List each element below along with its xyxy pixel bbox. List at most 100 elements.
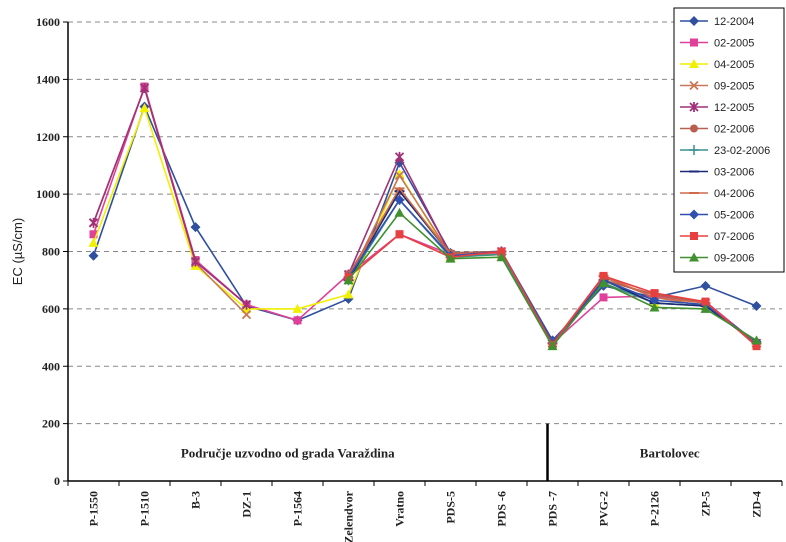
legend-marker [690,38,698,47]
legend-label: 02-2006 [714,124,754,136]
legend-marker [689,252,699,262]
category-label: ZP-5 [699,491,713,516]
data-point [343,289,354,299]
legend-item: 04-2005 [680,59,754,71]
category-label: PDS-5 [444,491,458,524]
region-labels: Područje uzvodno od grada Varaždina Barto… [181,445,700,460]
legend-item: 12-2005 [680,102,754,114]
data-point [394,207,405,217]
series-09-2006 [343,207,762,351]
data-point [599,271,608,280]
legend-item: 12-2004 [680,16,754,28]
legend-item: 23-02-2006 [680,145,770,157]
legend-label: 09-2006 [714,253,754,265]
y-tick-label: 0 [54,474,60,488]
data-point [598,278,609,288]
data-point [394,194,405,205]
legend-item: 03-2006 [680,167,754,179]
data-point [752,342,761,351]
legend-label: 02-2005 [714,38,754,50]
legend-marker [690,232,698,240]
data-point [88,237,99,247]
legend-marker [689,16,699,26]
legend-item: 04-2006 [680,188,754,200]
category-label: DZ-1 [240,491,254,518]
data-point [751,335,762,345]
legend-label: 09-2005 [714,81,754,93]
data-point [89,230,98,239]
data-point [241,299,252,310]
legend-marker [690,124,698,133]
legend-item: 07-2006 [680,231,754,243]
region-label-upstream: Područje uzvodno od grada Varaždina [181,445,395,460]
category-label: P-2126 [648,491,662,526]
legend-item: 09-2005 [680,81,754,93]
data-point [241,309,252,320]
y-tick-label: 200 [42,417,60,431]
category-label: ZD-4 [750,491,764,518]
legend-label: 12-2004 [714,16,754,28]
category-label: PDS -7 [546,491,560,527]
y-tick-label: 1000 [36,187,60,201]
data-point [293,316,302,325]
series-group [88,82,762,351]
y-axis-label: EC (µS/cm) [10,218,25,285]
y-tick-label: 1600 [36,15,60,29]
data-point [292,303,303,313]
y-tick-label: 600 [42,302,60,316]
data-point [496,252,507,262]
data-point [649,302,660,312]
legend-box [673,7,785,273]
y-tick-label: 400 [42,359,60,373]
category-label: P-1510 [138,491,152,526]
data-point [650,289,659,298]
category-label: PDS -6 [495,491,509,527]
y-axis-ticks: 0 200 400 600 800 1000 1200 1400 1600 [36,15,68,488]
data-point [700,280,711,291]
y-tick-label: 800 [42,245,60,259]
legend-label: 04-2006 [714,188,754,200]
data-point [343,275,354,285]
data-point [751,301,762,312]
legend-item: 02-2006 [680,124,754,136]
legend: 12-2004 02-2005 04-2005 09-2005 12-2005 02-20… [673,7,785,273]
legend-item: 05-2006 [680,209,754,222]
data-point [445,253,456,263]
category-labels: P-1550 P-1510 B-3 DZ-1 P-1564 Zelendvor Vratno… [87,490,764,542]
series-04-2005 [88,103,762,348]
data-point [88,250,99,261]
data-point [649,295,660,306]
gridlines [68,21,782,425]
category-label: Zelendvor [342,490,356,542]
data-point [139,82,150,93]
legend-marker [689,209,699,220]
data-point [394,151,405,162]
category-label: Vratno [393,491,407,527]
legend-label: 23-02-2006 [714,145,770,157]
data-point [190,256,201,267]
data-point [701,297,710,306]
data-point [599,293,608,302]
legend-marker [689,80,699,91]
axes [67,22,783,486]
data-point [547,341,558,351]
category-label: P-1564 [291,491,305,526]
data-point [700,303,711,313]
y-tick-label: 1200 [36,130,60,144]
category-label: P-1550 [87,491,101,526]
y-tick-label: 1400 [36,72,60,86]
data-point [88,217,99,228]
legend-label: 05-2006 [714,210,754,222]
legend-label: 04-2005 [714,59,754,71]
category-label: PVG-2 [597,491,611,526]
legend-marker [689,145,699,155]
data-point [394,170,405,181]
data-point [190,222,201,233]
region-label-bartolovec: Bartolovec [640,445,700,460]
legend-item: 09-2006 [680,252,754,265]
legend-label: 03-2006 [714,167,754,179]
legend-marker [689,59,699,68]
data-point [497,247,506,256]
legend-label: 07-2006 [714,231,754,243]
